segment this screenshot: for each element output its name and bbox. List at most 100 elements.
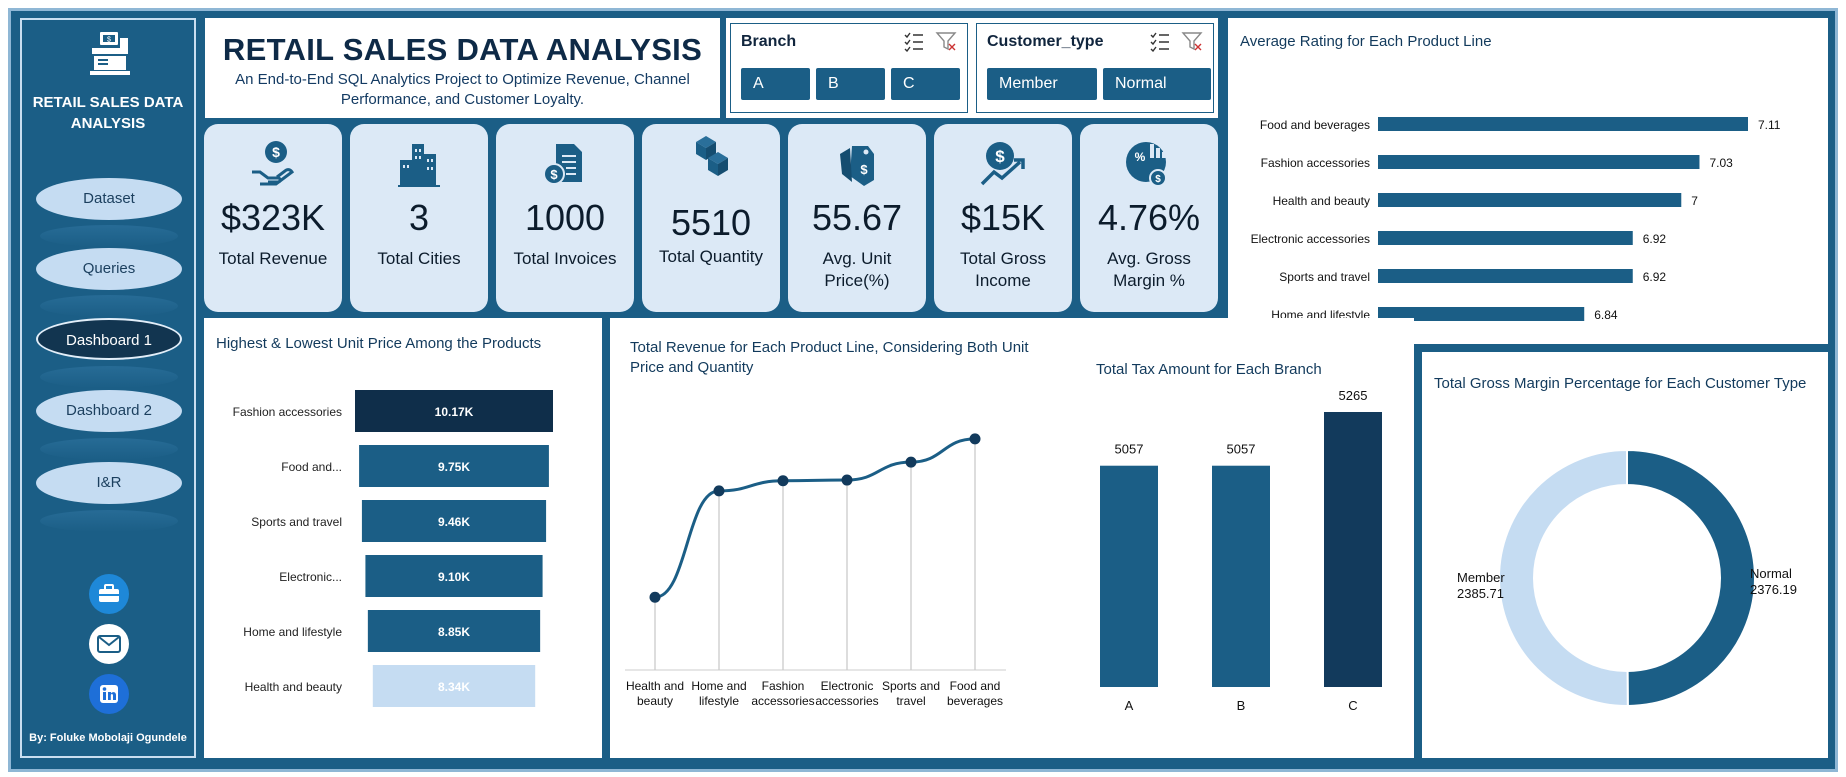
clear-filter-icon[interactable]	[935, 30, 957, 57]
kpi-label: Total Revenue	[218, 249, 328, 268]
revenue-point	[905, 456, 917, 468]
kpi-value: $323K	[220, 197, 326, 238]
kpi-value: 5510	[670, 202, 752, 243]
revenue-point	[841, 474, 853, 486]
funnel-bar	[365, 555, 543, 597]
margin-pie-icon: % $	[1080, 140, 1218, 188]
revenue-category-label: Sports and travel	[882, 679, 940, 708]
kpi-value: 55.67	[811, 197, 903, 238]
clear-filter-icon[interactable]	[1181, 30, 1203, 57]
svg-text:$: $	[1155, 174, 1161, 185]
funnel-bar	[367, 610, 541, 652]
tax-value-label: 5265	[1339, 388, 1368, 403]
funnel-value-label: 8.34K	[438, 680, 470, 694]
nav-reflection	[40, 295, 178, 317]
page-title: RETAIL SALES DATA ANALYSIS	[222, 32, 703, 67]
rating-value-label: 6.84	[1594, 308, 1618, 322]
revenue-category-label: Home and lifestyle	[691, 679, 746, 708]
rating-category-label: Health and beauty	[1273, 194, 1370, 208]
unit-price-panel: Highest & Lowest Unit Price Among the Pr…	[204, 318, 602, 758]
branch-option-c[interactable]: C	[891, 68, 960, 100]
funnel-category-label: Health and beauty	[245, 680, 342, 694]
mail-icon[interactable]	[89, 624, 129, 664]
donut-slice	[1626, 448, 1756, 708]
sidebar-title: RETAIL SALES DATA ANALYSIS	[32, 94, 184, 132]
kpi-value: 3	[408, 197, 430, 238]
kpi-value: 1000	[524, 197, 606, 238]
nav-queries-button[interactable]: Queries	[36, 248, 182, 290]
tax-category-label: A	[1125, 698, 1134, 713]
funnel-value-label: 9.75K	[438, 460, 470, 474]
gross-margin-panel: Total Gross Margin Percentage for Each C…	[1422, 352, 1828, 758]
nav-dashboard2-button[interactable]: Dashboard 2	[36, 390, 182, 432]
donut-value-member: 2385.71	[1457, 586, 1504, 601]
rating-bar	[1378, 155, 1700, 169]
unit-price-title: Highest & Lowest Unit Price Among the Pr…	[216, 335, 542, 352]
tax-category-label: B	[1237, 698, 1246, 713]
kpi-card-unit-price: $ 55.67 Avg. Unit Price(%)	[788, 124, 926, 312]
funnel-value-label: 9.46K	[438, 515, 470, 529]
donut-value-normal: 2376.19	[1750, 582, 1797, 597]
kpi-label: Avg. Unit Price(%)	[822, 249, 892, 290]
customer-option-member[interactable]: Member	[987, 68, 1097, 100]
price-tag-icon: $	[788, 140, 926, 188]
rating-bar	[1378, 307, 1585, 321]
page-subtitle: An End-to-End SQL Analytics Project to O…	[235, 71, 690, 108]
store-logo-icon: $	[86, 30, 134, 83]
kpi-card-gross-margin: % $ 4.76% Avg. Gross Margin %	[1080, 124, 1218, 312]
svg-text:$: $	[550, 167, 558, 182]
avg-rating-title: Average Rating for Each Product Line	[1240, 33, 1492, 50]
funnel-category-label: Sports and travel	[251, 515, 342, 529]
customer-option-normal[interactable]: Normal	[1103, 68, 1211, 100]
revenue-tax-panel: Total Revenue for Each Product Line, Con…	[610, 318, 1414, 758]
nav-reflection	[40, 438, 178, 460]
revenue-line-title: Total Revenue for Each Product Line, Con…	[630, 339, 1029, 376]
rating-category-label: Food and beverages	[1260, 118, 1370, 132]
branch-option-a[interactable]: A	[741, 68, 810, 100]
revenue-category-label: Health and beauty	[626, 679, 684, 708]
funnel-value-label: 10.17K	[435, 405, 474, 419]
nav-dashboard1-button[interactable]: Dashboard 1	[36, 318, 182, 360]
kpi-card-cities: 3 Total Cities	[350, 124, 488, 312]
nav-reflection	[40, 510, 178, 532]
revenue-point	[713, 485, 725, 497]
briefcase-icon[interactable]	[89, 574, 129, 614]
branch-option-b[interactable]: B	[816, 68, 885, 100]
avg-rating-panel: Average Rating for Each Product Line Foo…	[1228, 18, 1828, 344]
svg-text:$: $	[272, 144, 280, 160]
donut-label-normal: Normal	[1750, 566, 1792, 581]
donut-slice	[1498, 448, 1629, 707]
tax-value-label: 5057	[1227, 442, 1256, 457]
revenue-category-label: Food and beverages	[947, 679, 1003, 708]
cities-icon	[350, 140, 488, 188]
rating-value-label: 7	[1691, 194, 1698, 208]
boxes-icon	[642, 132, 780, 180]
multi-select-icon[interactable]	[903, 30, 925, 57]
revenue-point	[777, 475, 789, 487]
linkedin-icon[interactable]	[89, 674, 129, 714]
kpi-label: Total Quantity	[659, 247, 763, 266]
rating-bar	[1378, 231, 1633, 245]
author-byline: By: Foluke Mobolaji Ogundele	[29, 732, 187, 744]
customer-type-slicer-panel: Customer_type Member Normal	[972, 18, 1218, 118]
funnel-bar	[355, 390, 553, 432]
rating-bar	[1378, 117, 1748, 131]
kpi-label: Total Gross Income	[960, 249, 1046, 290]
revenue-point	[649, 591, 661, 603]
tax-bar	[1212, 465, 1270, 687]
gross-margin-title: Total Gross Margin Percentage for Each C…	[1434, 375, 1807, 392]
revenue-line	[654, 437, 976, 599]
nav-ir-button[interactable]: I&R	[36, 462, 182, 504]
rating-category-label: Fashion accessories	[1261, 156, 1370, 170]
nav-dataset-button[interactable]: Dataset	[36, 178, 182, 220]
tax-category-label: C	[1348, 698, 1357, 713]
rating-category-label: Electronic accessories	[1251, 232, 1370, 246]
customer-type-slicer-title: Customer_type	[987, 33, 1104, 50]
growth-icon: $	[934, 140, 1072, 188]
rating-bar	[1378, 193, 1682, 207]
kpi-card-revenue: $ $323K Total Revenue	[204, 124, 342, 312]
multi-select-icon[interactable]	[1149, 30, 1171, 57]
funnel-bar	[361, 500, 547, 542]
